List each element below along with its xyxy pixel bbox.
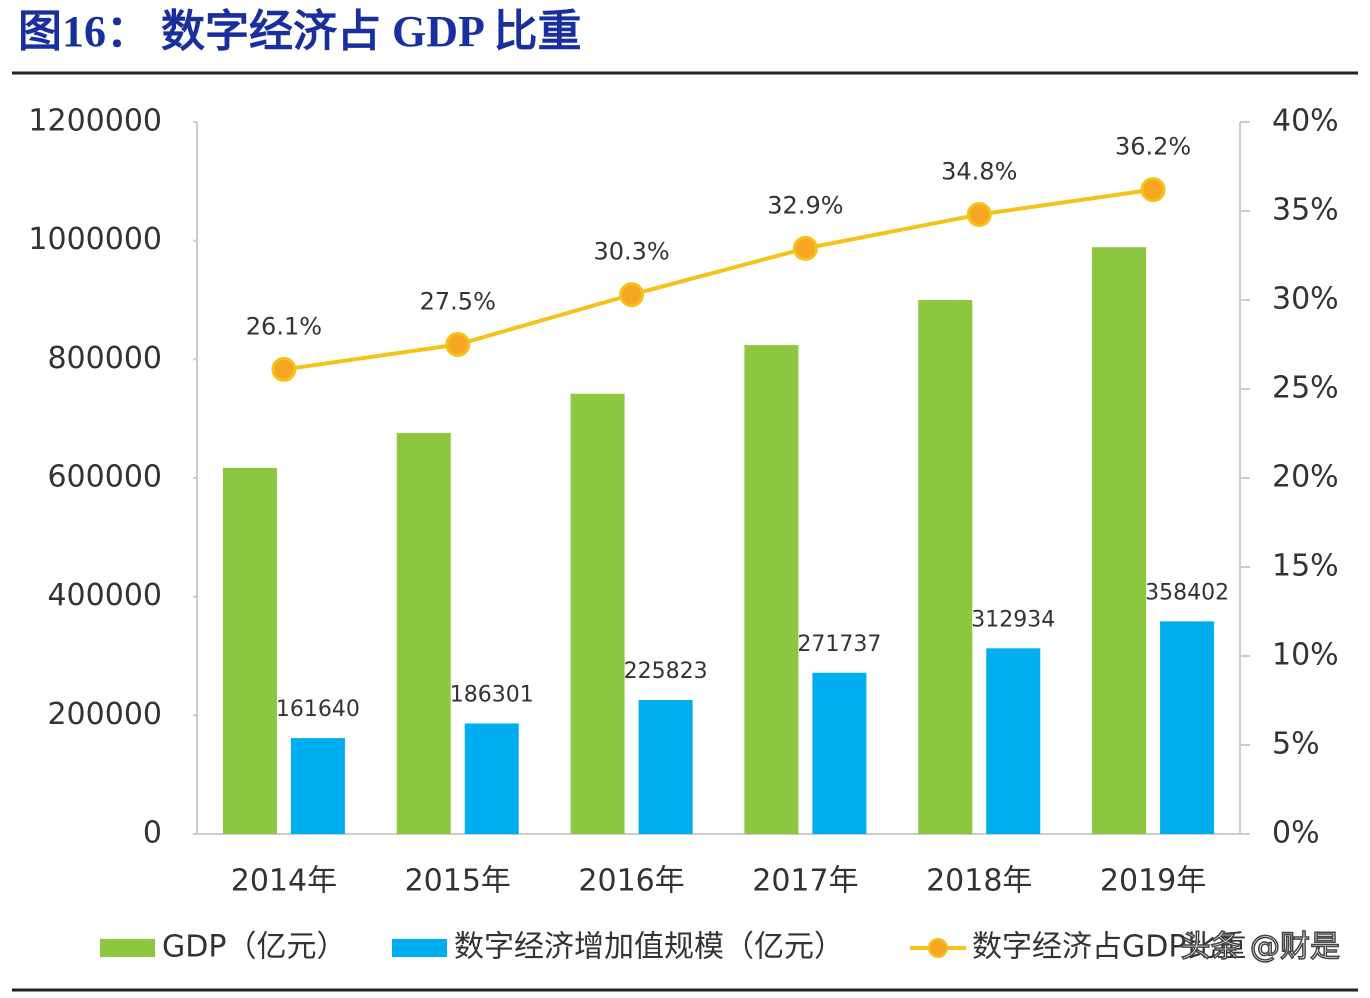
marker [271,356,297,382]
y-tick-label: 0 [143,816,162,851]
bar [1160,621,1215,834]
data-label: 30.3% [593,238,669,266]
x-tick-label: 2016年 [578,864,684,899]
x-tick-label: 2014年 [231,864,337,899]
chart-title: 图16： 数字经济占 GDP 比重 [18,7,581,56]
legend-label: 数字经济占GDP比重 [972,930,1246,965]
y-tick-label: 400000 [47,578,162,613]
bar [744,345,799,834]
y2-tick-label: 0% [1272,816,1320,851]
y-tick-label: 1000000 [28,222,162,257]
y2-tick-label: 40% [1272,104,1339,139]
bar [638,700,693,834]
bar [1092,247,1147,834]
line [283,187,1154,372]
bar [290,738,345,834]
marker [1140,177,1166,203]
y2-tick-label: 15% [1272,549,1339,584]
y-tick-label: 1200000 [28,104,162,139]
y2-tick-label: 35% [1272,193,1339,228]
data-label: 186301 [450,682,534,707]
data-label: 34.8% [941,158,1017,186]
legend-label: GDP（亿元） [162,930,346,965]
bar [570,393,625,834]
legend-swatch [392,939,447,957]
data-label: 26.1% [246,312,322,340]
bar [986,648,1041,834]
bar [918,300,973,834]
data-label: 36.2% [1115,133,1191,161]
bar [464,723,519,834]
y-tick-label: 800000 [47,341,162,376]
x-tick-label: 2017年 [752,864,858,899]
legend-label: 数字经济增加值规模（亿元） [454,930,844,965]
data-label: 271737 [797,632,881,657]
y-tick-label: 600000 [47,460,162,495]
marker [445,332,471,357]
data-label: 358402 [1145,580,1229,605]
data-label: 32.9% [767,191,843,219]
y2-tick-label: 20% [1272,460,1339,495]
data-label: 312934 [971,607,1055,632]
y2-tick-label: 25% [1272,371,1339,406]
y2-tick-label: 10% [1272,638,1339,673]
y2-tick-label: 30% [1272,282,1339,317]
legend-swatch [928,938,948,958]
data-label: 161640 [276,697,360,722]
marker [619,282,645,308]
legend-swatch [100,939,155,957]
x-tick-label: 2018年 [926,864,1032,899]
y2-tick-label: 5% [1272,727,1320,762]
data-label: 225823 [624,659,708,684]
watermark: 头条 @财是 [1180,930,1340,965]
bar [812,672,867,834]
x-tick-label: 2015年 [405,864,511,899]
bar [396,432,451,834]
marker [792,235,818,261]
data-label: 27.5% [420,288,496,316]
bar [222,467,277,834]
marker [966,202,992,228]
x-tick-label: 2019年 [1100,864,1206,899]
y-tick-label: 200000 [47,697,162,732]
